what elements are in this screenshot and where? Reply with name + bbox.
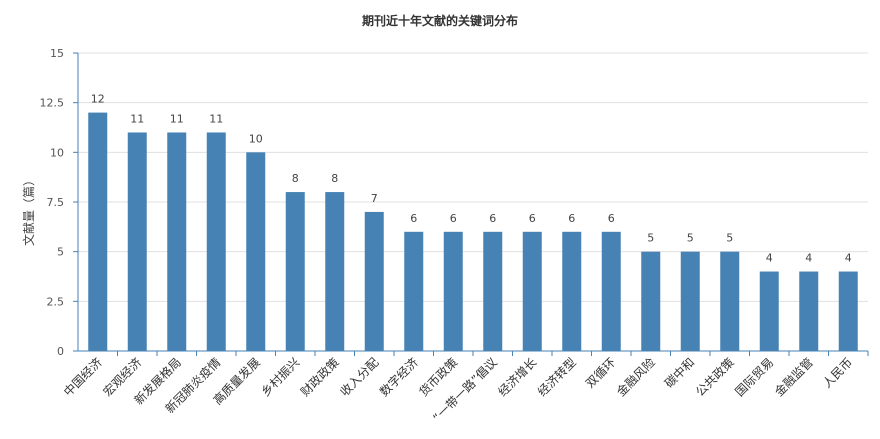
data-label: 11	[130, 112, 144, 125]
data-label: 6	[489, 212, 496, 225]
bar	[641, 251, 661, 351]
y-axis-ticks: 0 2.5 5 7.5 10 12.5 15	[40, 47, 78, 358]
data-label: 8	[331, 172, 338, 185]
y-axis-label: 文献量（篇）	[21, 174, 36, 246]
bar	[799, 271, 819, 351]
data-label: 5	[726, 232, 733, 245]
data-label: 8	[292, 172, 299, 185]
gridlines	[78, 52, 868, 302]
x-tick-label: 收入分配	[338, 355, 382, 399]
x-tick-label: 金融风险	[613, 355, 658, 400]
data-label: 7	[371, 192, 378, 205]
data-label: 4	[766, 252, 773, 265]
x-tick-label: 乡村振兴	[259, 355, 303, 399]
bar	[246, 152, 266, 351]
x-tick-label: 经济转型	[534, 355, 579, 400]
x-tick-label: 双循环	[583, 355, 618, 390]
bar	[680, 251, 700, 351]
x-tick-label: 人民币	[820, 355, 855, 390]
y-tick-label: 2.5	[47, 295, 65, 308]
y-tick-label: 12.5	[40, 97, 65, 110]
x-tick-label: 国际贸易	[733, 355, 777, 399]
data-label: 4	[845, 252, 852, 265]
data-label: 11	[170, 112, 184, 125]
bars	[88, 112, 858, 351]
data-label: 6	[410, 212, 417, 225]
data-label: 10	[249, 132, 263, 145]
bar	[285, 192, 305, 351]
data-label: 4	[805, 252, 812, 265]
y-tick-label: 7.5	[47, 196, 65, 209]
chart-title: 期刊近十年文献的关键词分布	[362, 13, 518, 28]
data-label: 5	[647, 232, 654, 245]
bar	[838, 271, 858, 351]
bar	[364, 211, 384, 351]
bar	[562, 231, 582, 351]
bar	[443, 231, 463, 351]
bar	[88, 112, 108, 351]
bar	[206, 132, 226, 351]
y-tick-label: 5	[57, 246, 64, 259]
data-label: 6	[568, 212, 575, 225]
data-label: 6	[608, 212, 615, 225]
x-axis-ticks: 中国经济宏观经济新发展格局新冠肺炎疫情高质量发展乡村振兴财政政策收入分配数字经济…	[60, 351, 869, 425]
data-label: 6	[450, 212, 457, 225]
y-tick-label: 0	[57, 345, 64, 358]
x-tick-label: 中国经济	[60, 355, 105, 400]
data-label: 5	[687, 232, 694, 245]
x-tick-label: 财政政策	[298, 355, 342, 399]
data-label: 12	[91, 93, 105, 106]
bar	[325, 192, 345, 351]
bar	[522, 231, 542, 351]
y-tick-label: 15	[50, 47, 64, 60]
x-tick-label: 碳中和	[661, 355, 697, 391]
y-tick-label: 10	[50, 146, 64, 159]
x-tick-label: 金融监管	[771, 355, 816, 400]
data-label: 11	[209, 112, 223, 125]
bar	[759, 271, 779, 351]
bar	[127, 132, 147, 351]
bar	[167, 132, 187, 351]
data-labels: 12 11 11 11 10 8 8 7 6 6 6 6 6 6 5 5 5 4 4 4	[91, 93, 852, 265]
bar	[720, 251, 740, 351]
bar	[601, 231, 621, 351]
x-tick-label: 经济增长	[495, 355, 540, 400]
data-label: 6	[529, 212, 536, 225]
x-tick-label: 公共政策	[693, 355, 737, 399]
bar	[404, 231, 424, 351]
x-tick-label: 数字经济	[376, 355, 421, 400]
bar	[483, 231, 503, 351]
